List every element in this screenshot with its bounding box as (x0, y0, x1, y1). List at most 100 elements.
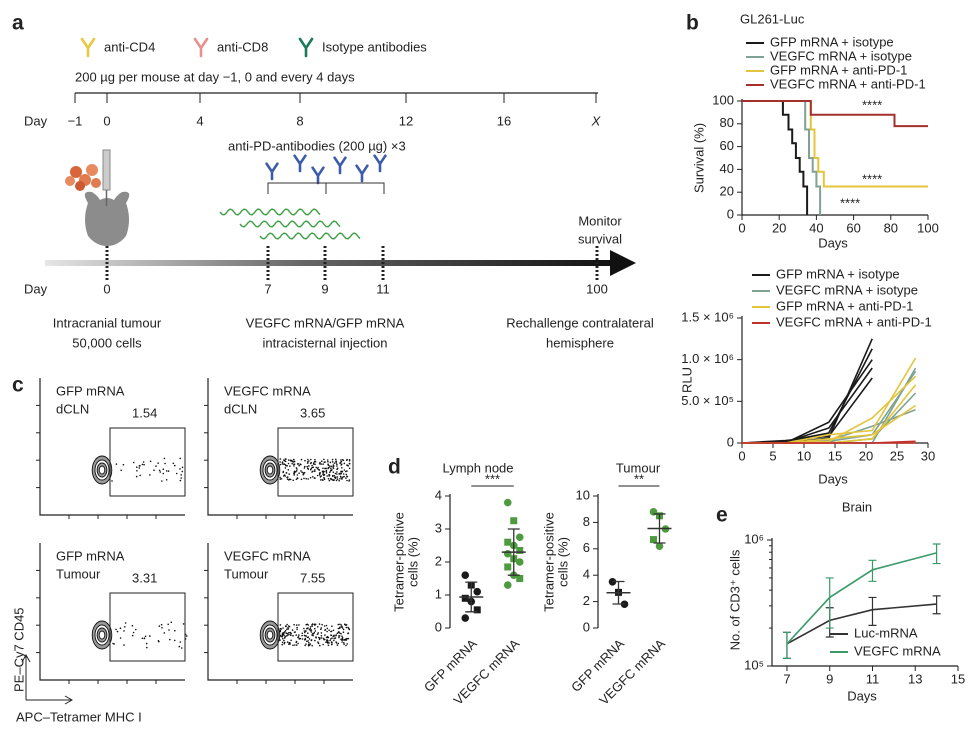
flow-event (297, 636, 300, 638)
flow-event (335, 479, 338, 482)
timeline-label: 9 (321, 281, 328, 296)
flow-event (180, 477, 182, 479)
flow-event (328, 629, 330, 631)
flow-event (323, 458, 325, 461)
flow-event (300, 470, 302, 472)
flow-event (318, 636, 320, 639)
antibody-icon (355, 164, 369, 183)
flow-event (330, 478, 332, 480)
flow-event (305, 477, 308, 480)
x-axis-label: Days (847, 688, 877, 703)
flow-event (291, 462, 293, 465)
flow-event (149, 474, 151, 476)
flow-event (341, 477, 343, 479)
legend-label: VEGFC mRNA (854, 643, 941, 658)
y-tick-label: 1.5 × 10⁶ (681, 309, 734, 324)
antibody-icon (298, 37, 314, 58)
antibody-icon (293, 154, 307, 173)
data-point (473, 606, 481, 614)
flow-event (160, 623, 163, 626)
flow-event (139, 474, 141, 477)
y-tick-label: 0 (727, 434, 734, 449)
flow-event (289, 641, 291, 644)
flow-event (296, 477, 299, 480)
x-tick-label: 100 (917, 220, 939, 235)
legend-label: Isotype antibodies (322, 39, 427, 54)
flow-event (161, 480, 163, 482)
flow-event (319, 479, 322, 481)
flow-event (323, 477, 325, 479)
flow-event (181, 647, 183, 649)
flow-event (305, 643, 307, 645)
flow-event (324, 629, 326, 631)
flow-event (294, 471, 297, 473)
flow-event (158, 625, 161, 627)
flow-event (288, 625, 291, 628)
flow-event (304, 644, 306, 647)
flow-event (132, 461, 135, 464)
flow-event (294, 644, 296, 646)
flow-event (316, 626, 319, 628)
flow-event (283, 642, 286, 645)
flow-event (296, 626, 298, 629)
data-point (655, 542, 664, 550)
x-tick-label: 0 (738, 220, 745, 235)
legend-label: VEGFC mRNA + anti-PD-1 (770, 76, 926, 91)
flow-event (293, 460, 296, 463)
panel-label: b (686, 12, 699, 35)
flow-event (145, 642, 148, 645)
flow-event (330, 634, 333, 637)
flow-event (347, 632, 349, 635)
flow-event (336, 478, 339, 480)
flow-event (136, 466, 138, 469)
flow-event (304, 459, 306, 462)
flow-event (327, 464, 330, 467)
flow-event (348, 459, 351, 461)
flow-event (303, 471, 306, 474)
flow-event (290, 639, 292, 642)
x-tick-label: 80 (884, 220, 898, 235)
flow-event (280, 478, 283, 480)
flow-event (287, 632, 290, 634)
flow-event (340, 638, 342, 641)
y-tick-label: 80 (720, 115, 734, 130)
flow-event (283, 459, 286, 462)
flow-event (281, 634, 284, 636)
flow-event (288, 459, 290, 461)
error-bar (932, 543, 941, 565)
x-axis-label: Days (818, 235, 848, 250)
timeline-label: 12 (399, 113, 413, 128)
flow-event (322, 473, 324, 476)
flow-event (344, 623, 346, 626)
flow-event (144, 635, 147, 638)
flow-event (345, 624, 348, 626)
flow-event (307, 458, 309, 461)
flow-event (336, 463, 338, 466)
flow-plot-label: VEGFC mRNA (224, 548, 311, 563)
flow-event (338, 631, 340, 633)
mrna-wave (259, 232, 361, 240)
timeline-note: hemisphere (546, 335, 614, 350)
flow-event (308, 465, 310, 467)
flow-event (341, 636, 344, 639)
pd-label: anti-PD-antibodies (200 µg) ×3 (228, 138, 406, 153)
flow-event (303, 634, 306, 637)
flow-event (294, 631, 297, 633)
flow-event (138, 467, 141, 469)
flow-plot-label: VEGFC mRNA (224, 383, 311, 398)
flow-axes (207, 378, 353, 516)
legend-label: VEGFC mRNA + isotype (776, 282, 918, 297)
flow-event (345, 644, 347, 647)
flow-event (339, 626, 341, 629)
flow-event (309, 468, 312, 471)
flow-event (303, 477, 305, 480)
flow-gate (277, 592, 354, 662)
flow-event (124, 626, 126, 628)
flow-event (326, 475, 329, 477)
gate-percentage: 1.54 (132, 405, 157, 420)
flow-event (312, 476, 314, 478)
flow-event (310, 639, 313, 641)
flow-event (317, 632, 320, 634)
flow-event (287, 469, 290, 471)
flow-event (304, 630, 307, 632)
